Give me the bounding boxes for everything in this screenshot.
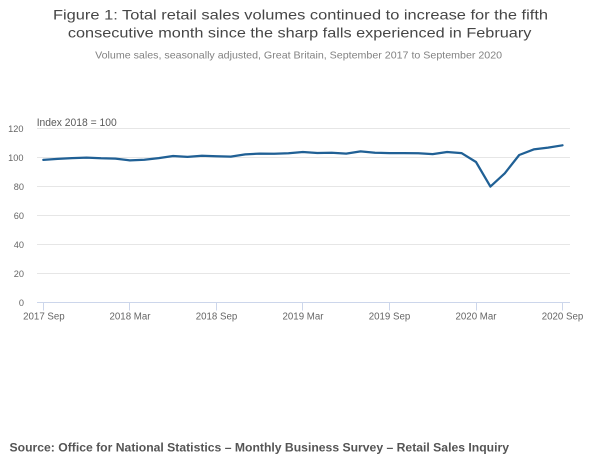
svg-text:2019 Sep: 2019 Sep — [369, 311, 410, 322]
svg-text:Index 2018 = 100: Index 2018 = 100 — [37, 117, 117, 129]
svg-text:40: 40 — [14, 240, 24, 250]
svg-text:2018 Sep: 2018 Sep — [196, 311, 237, 322]
svg-text:Source: Office for National St: Source: Office for National Statistics –… — [10, 440, 510, 454]
svg-text:2019 Mar: 2019 Mar — [283, 311, 325, 322]
svg-text:2020 Sep: 2020 Sep — [542, 311, 583, 322]
svg-text:100: 100 — [8, 153, 23, 163]
svg-text:2017 Sep: 2017 Sep — [23, 311, 64, 322]
svg-text:consecutive month since the sh: consecutive month since the sharp falls … — [68, 24, 532, 40]
svg-text:60: 60 — [14, 211, 24, 221]
svg-text:Volume sales, seasonally adjus: Volume sales, seasonally adjusted, Great… — [95, 51, 502, 62]
svg-text:Figure 1: Total retail sales v: Figure 1: Total retail sales volumes con… — [53, 7, 548, 23]
svg-text:2018 Mar: 2018 Mar — [110, 311, 152, 322]
svg-text:2020 Mar: 2020 Mar — [456, 311, 498, 322]
svg-text:0: 0 — [19, 298, 24, 308]
svg-text:20: 20 — [14, 269, 24, 279]
svg-text:80: 80 — [14, 182, 24, 192]
svg-text:120: 120 — [8, 124, 23, 134]
